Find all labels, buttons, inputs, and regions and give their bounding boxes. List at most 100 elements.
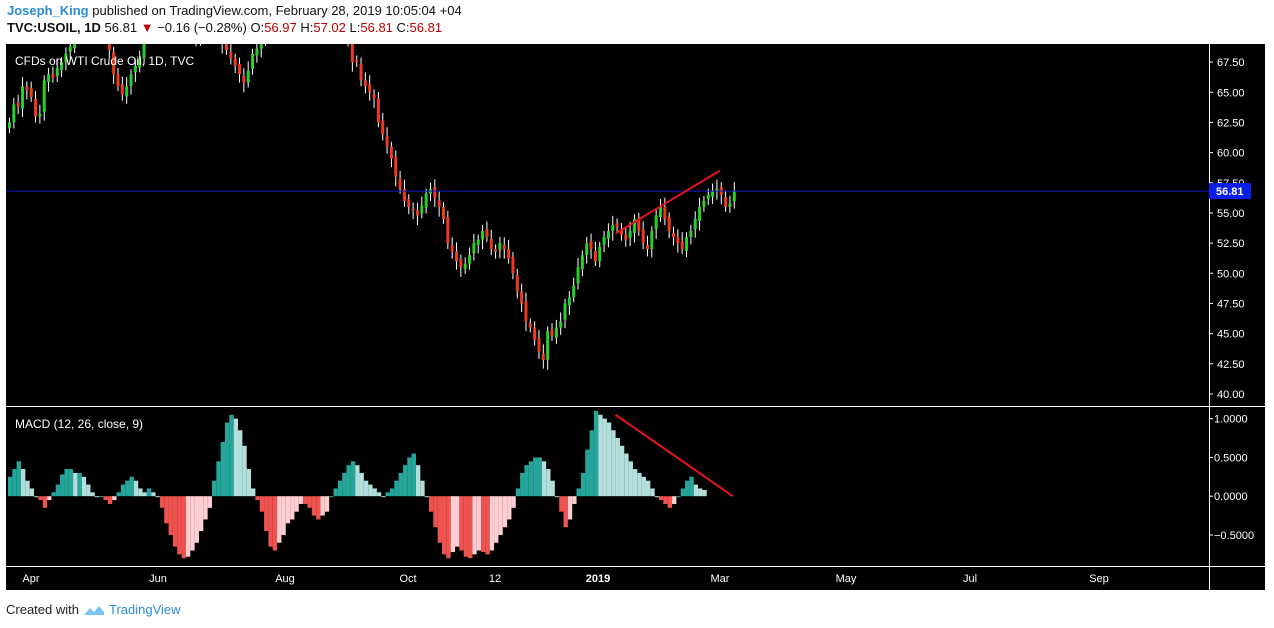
tradingview-link[interactable]: TradingView bbox=[108, 602, 181, 617]
macd-bar bbox=[589, 430, 594, 497]
macd-bar bbox=[407, 457, 412, 497]
candle-body bbox=[107, 44, 111, 51]
macd-bar bbox=[693, 484, 699, 497]
time-tick-label: May bbox=[836, 573, 857, 585]
candle-body bbox=[511, 256, 515, 274]
candle-body bbox=[77, 31, 80, 38]
macd-tick-label: −0.5000 bbox=[1214, 530, 1254, 542]
macd-bar bbox=[602, 418, 607, 497]
candle-body bbox=[632, 218, 636, 233]
candle-body bbox=[715, 188, 719, 192]
macd-bar bbox=[159, 496, 165, 508]
macd-bar bbox=[73, 472, 78, 497]
time-axis bbox=[6, 567, 1265, 590]
macd-bar bbox=[520, 472, 525, 497]
macd-bar bbox=[567, 496, 573, 520]
macd-bar bbox=[55, 484, 61, 497]
macd-bar bbox=[198, 496, 204, 532]
candle-body bbox=[415, 210, 419, 216]
candle-body bbox=[156, 0, 159, 5]
macd-bar bbox=[116, 492, 121, 497]
macd-bar bbox=[220, 441, 225, 497]
macd-bar bbox=[472, 496, 477, 555]
candle-body bbox=[533, 327, 537, 340]
macd-bar bbox=[502, 496, 508, 528]
price-tick-label: 42.50 bbox=[1217, 359, 1245, 371]
time-tick-label: 12 bbox=[489, 573, 501, 585]
macd-bar bbox=[537, 457, 542, 497]
candle-body bbox=[672, 232, 676, 238]
macd-bar bbox=[645, 480, 651, 497]
price-tick-label: 60.00 bbox=[1217, 148, 1245, 160]
macd-bar bbox=[129, 476, 134, 497]
macd-bar bbox=[333, 488, 338, 497]
candle-body bbox=[450, 244, 454, 252]
close-label: C: bbox=[396, 20, 410, 35]
macd-bar bbox=[90, 492, 95, 497]
macd-bar bbox=[450, 496, 456, 553]
candle-body bbox=[182, 2, 185, 26]
candles bbox=[8, 0, 736, 370]
macd-bar bbox=[251, 488, 256, 497]
macd-tick-label: 0.5000 bbox=[1214, 452, 1248, 464]
candle-body bbox=[693, 218, 697, 230]
candle-body bbox=[381, 120, 385, 135]
candle-body bbox=[411, 208, 415, 211]
macd-bar bbox=[381, 496, 386, 498]
candle-body bbox=[537, 337, 541, 352]
macd-bar bbox=[637, 472, 642, 497]
candle-body bbox=[515, 275, 519, 292]
candle-body bbox=[502, 244, 506, 250]
candle-body bbox=[481, 231, 485, 240]
price-tick-label: 45.00 bbox=[1217, 329, 1245, 341]
candle-body bbox=[259, 44, 263, 49]
time-tick-label: Apr bbox=[22, 573, 39, 585]
candle-body bbox=[520, 291, 524, 304]
macd-bar bbox=[181, 496, 186, 559]
price-change: −0.16 (−0.28%) bbox=[157, 20, 247, 35]
candle-body bbox=[38, 113, 42, 117]
candle-body bbox=[598, 246, 602, 262]
candle-body bbox=[216, 12, 219, 26]
macd-bar bbox=[619, 445, 625, 497]
macd-bar bbox=[172, 496, 178, 547]
candle-body bbox=[663, 206, 667, 219]
macd-bar bbox=[411, 453, 416, 497]
macd-bar bbox=[485, 496, 490, 555]
macd-bar bbox=[25, 480, 30, 497]
macd-bar bbox=[185, 496, 191, 557]
candle-body bbox=[728, 203, 732, 207]
macd-bar bbox=[60, 474, 65, 497]
macd-bar bbox=[685, 480, 690, 497]
macd-bar bbox=[442, 496, 447, 555]
candle-body bbox=[138, 58, 142, 68]
candle-body bbox=[585, 243, 589, 256]
candle-body bbox=[606, 231, 610, 239]
candle-body bbox=[264, 34, 267, 36]
macd-bar bbox=[151, 492, 156, 497]
macd-bar bbox=[650, 488, 655, 497]
price-tick-label: 52.50 bbox=[1217, 238, 1245, 250]
macd-bar bbox=[103, 496, 108, 501]
candle-body bbox=[142, 44, 146, 59]
macd-bar bbox=[524, 465, 529, 497]
candle-body bbox=[685, 237, 689, 251]
macd-bar bbox=[541, 461, 547, 497]
macd-bar bbox=[433, 496, 438, 528]
candle-body bbox=[334, 0, 337, 2]
macd-bar bbox=[320, 496, 325, 516]
candle-body bbox=[242, 75, 246, 83]
macd-bar bbox=[255, 496, 260, 501]
macd-bar bbox=[615, 438, 620, 497]
macd-bar bbox=[316, 496, 321, 520]
macd-bar bbox=[563, 496, 568, 528]
macd-bar bbox=[264, 496, 269, 532]
author-link[interactable]: Joseph_King bbox=[7, 3, 89, 18]
macd-bar bbox=[107, 496, 113, 504]
candle-body bbox=[702, 200, 706, 207]
candle-body bbox=[459, 259, 463, 268]
macd-bar bbox=[702, 489, 707, 497]
macd-bar bbox=[155, 496, 160, 498]
candle-body bbox=[347, 27, 350, 38]
